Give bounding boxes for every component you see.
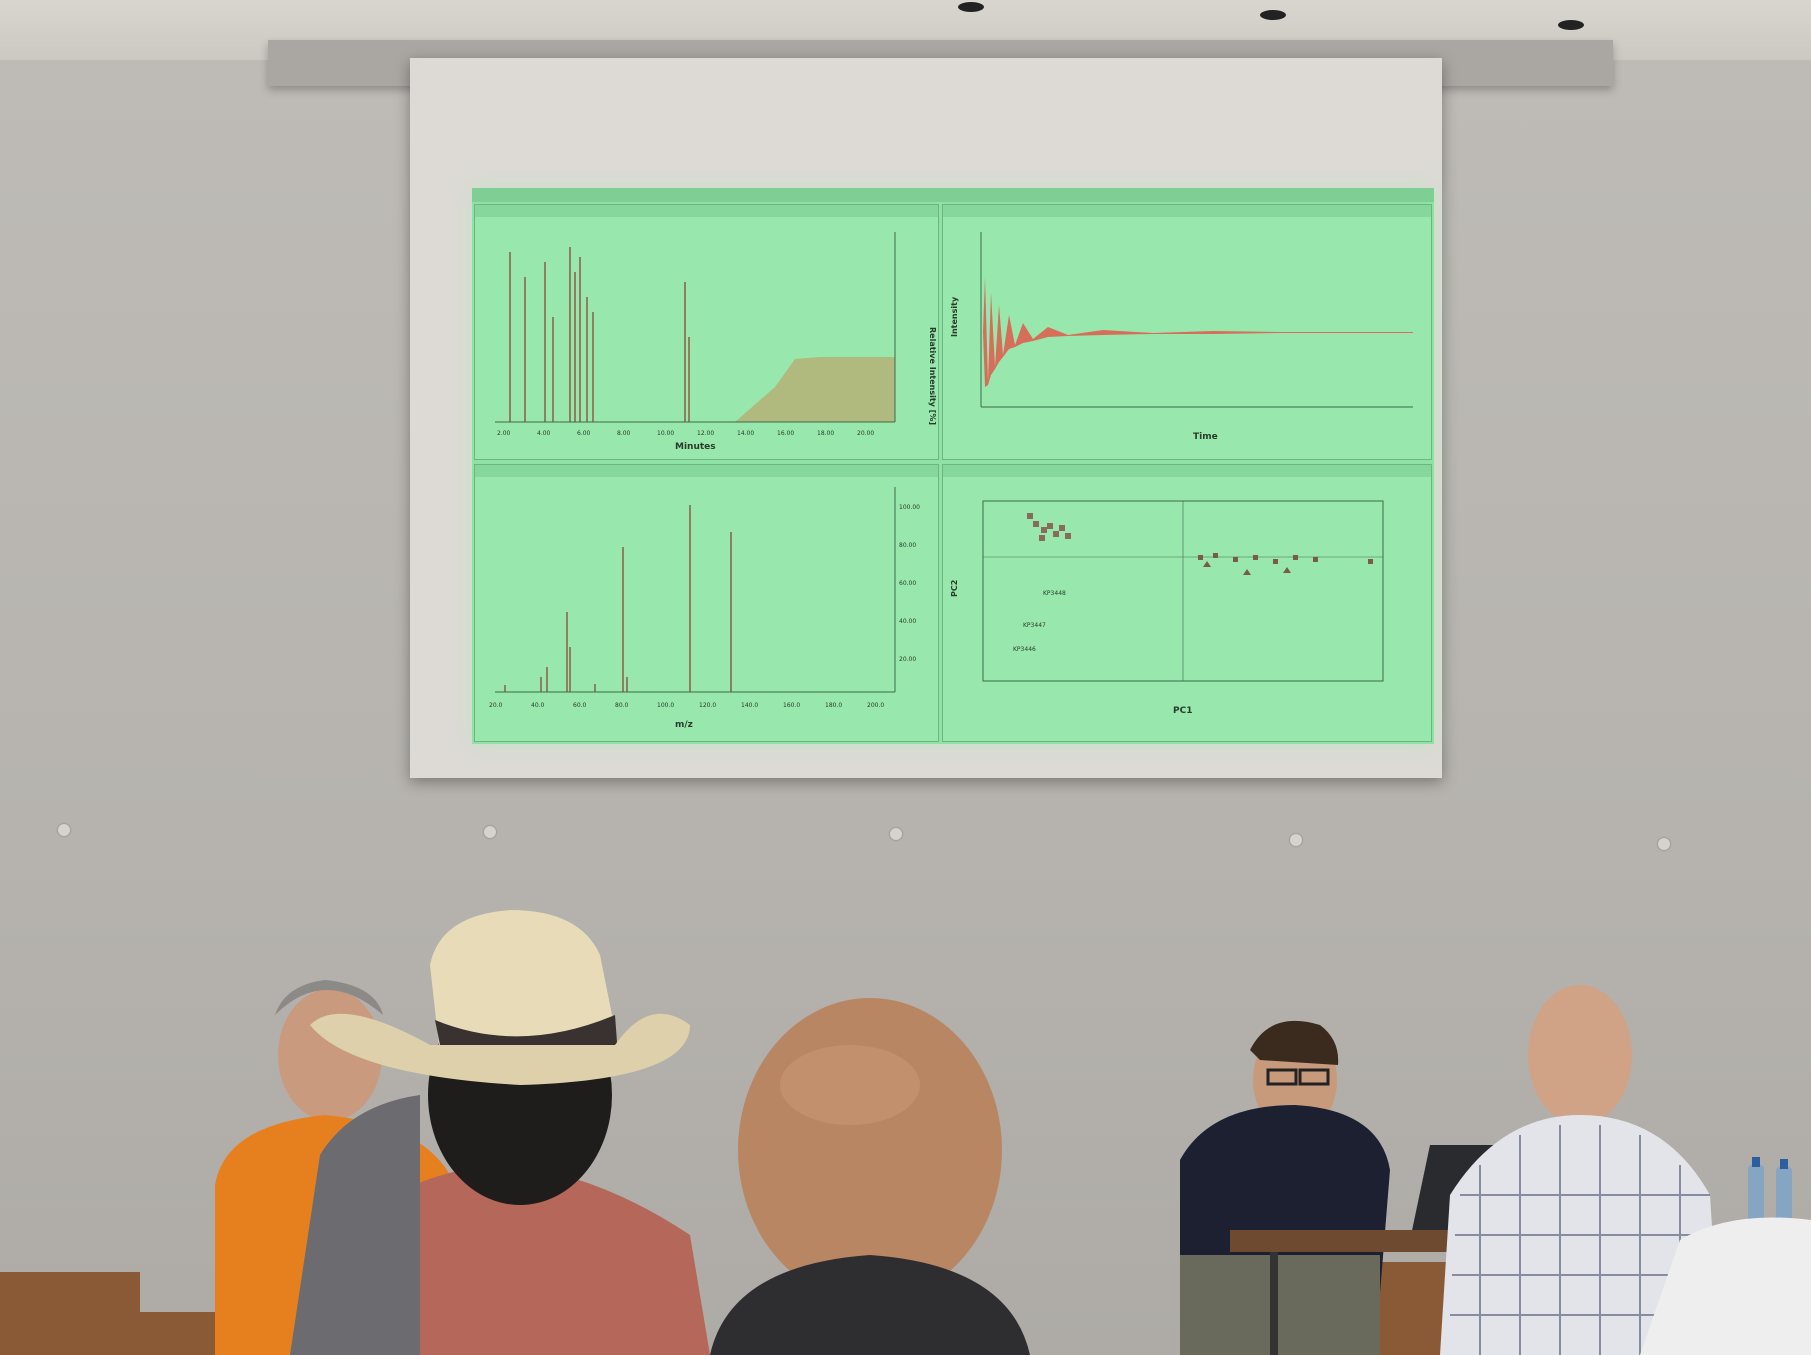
chromatogram-peaks bbox=[509, 247, 690, 422]
svg-text:16.00: 16.00 bbox=[777, 430, 794, 437]
pca-cluster-left bbox=[1027, 513, 1071, 541]
panel-mass-spectrum: m/z 20.0 40.0 60.0 80.0 100.0 120.0 140.… bbox=[474, 464, 939, 742]
svg-text:140.0: 140.0 bbox=[741, 702, 758, 709]
y-ticks: 100.00 80.00 60.00 40.00 20.00 bbox=[899, 504, 920, 663]
svg-text:20.00: 20.00 bbox=[899, 656, 916, 663]
fid-signal bbox=[983, 277, 1413, 387]
panel-chromatogram: Minutes Relative Intensity [%] 2.00 4.00… bbox=[474, 204, 939, 460]
y-axis-label: Relative Intensity [%] bbox=[928, 327, 937, 425]
svg-text:20.00: 20.00 bbox=[857, 430, 874, 437]
x-ticks: 20.0 40.0 60.0 80.0 100.0 120.0 140.0 16… bbox=[489, 702, 884, 709]
svg-text:18.00: 18.00 bbox=[817, 430, 834, 437]
svg-text:8.00: 8.00 bbox=[617, 430, 631, 437]
y-axis-label: PC2 bbox=[950, 580, 959, 597]
svg-text:160.0: 160.0 bbox=[783, 702, 800, 709]
window-titlebar bbox=[472, 188, 1434, 202]
svg-text:60.0: 60.0 bbox=[573, 702, 587, 709]
svg-text:KP3447: KP3447 bbox=[1023, 622, 1046, 629]
svg-text:6.00: 6.00 bbox=[577, 430, 591, 437]
pca-outliers: KP3448 KP3447 KP3446 bbox=[1013, 590, 1066, 653]
ceiling-light bbox=[958, 2, 984, 12]
svg-text:60.00: 60.00 bbox=[899, 580, 916, 587]
mass-spectrum-plot: m/z 20.0 40.0 60.0 80.0 100.0 120.0 140.… bbox=[489, 487, 920, 730]
audience-member-checked-shirt bbox=[1440, 985, 1720, 1355]
ceiling-light bbox=[1260, 10, 1286, 20]
svg-text:200.0: 200.0 bbox=[867, 702, 884, 709]
svg-text:4.00: 4.00 bbox=[537, 430, 551, 437]
panel-tab bbox=[475, 205, 938, 217]
x-axis-label: Minutes bbox=[675, 442, 716, 452]
pca-cluster-right bbox=[1198, 553, 1373, 575]
wall-screw bbox=[890, 828, 902, 840]
pca-plot: KP3448 KP3447 KP3446 PC1 PC2 bbox=[950, 500, 1384, 716]
svg-text:20.0: 20.0 bbox=[489, 702, 503, 709]
fid-plot: Time Intensity bbox=[950, 232, 1413, 442]
audience-member-white-shirt bbox=[1640, 1217, 1811, 1355]
ceiling-light bbox=[1558, 20, 1584, 30]
svg-text:KP3446: KP3446 bbox=[1013, 646, 1036, 653]
panel-tab bbox=[475, 465, 938, 477]
svg-text:80.0: 80.0 bbox=[615, 702, 629, 709]
svg-text:180.0: 180.0 bbox=[825, 702, 842, 709]
svg-text:10.00: 10.00 bbox=[657, 430, 674, 437]
svg-text:100.00: 100.00 bbox=[899, 504, 920, 511]
audience-member-straw-hat bbox=[290, 910, 710, 1355]
area-fill bbox=[735, 357, 895, 422]
panel-tab bbox=[943, 205, 1431, 217]
x-ticks: 2.00 4.00 6.00 8.00 10.00 12.00 14.00 16… bbox=[497, 430, 874, 437]
svg-text:100.0: 100.0 bbox=[657, 702, 674, 709]
audience-member-bald bbox=[710, 998, 1030, 1355]
svg-text:80.00: 80.00 bbox=[899, 542, 916, 549]
wall-screw bbox=[58, 824, 70, 836]
x-axis-label: m/z bbox=[675, 720, 693, 730]
projected-slide: Minutes Relative Intensity [%] 2.00 4.00… bbox=[472, 188, 1434, 744]
wall-screw bbox=[484, 826, 496, 838]
y-axis-label: Intensity bbox=[950, 296, 959, 337]
svg-text:40.00: 40.00 bbox=[899, 618, 916, 625]
svg-text:12.00: 12.00 bbox=[697, 430, 714, 437]
panel-pca: KP3448 KP3447 KP3446 PC1 PC2 bbox=[942, 464, 1432, 742]
panel-tab bbox=[943, 465, 1431, 477]
water-bottles bbox=[1748, 1157, 1792, 1225]
chromatogram-plot: Minutes Relative Intensity [%] 2.00 4.00… bbox=[495, 232, 937, 452]
wall-screw bbox=[1658, 838, 1670, 850]
svg-text:KP3448: KP3448 bbox=[1043, 590, 1066, 597]
svg-text:120.0: 120.0 bbox=[699, 702, 716, 709]
x-axis-label: Time bbox=[1193, 432, 1218, 442]
svg-text:40.0: 40.0 bbox=[531, 702, 545, 709]
spectrum-peaks bbox=[504, 505, 732, 692]
x-axis-label: PC1 bbox=[1173, 706, 1192, 716]
svg-text:14.00: 14.00 bbox=[737, 430, 754, 437]
chair bbox=[0, 1272, 140, 1355]
panel-fid: Time Intensity bbox=[942, 204, 1432, 460]
svg-text:2.00: 2.00 bbox=[497, 430, 511, 437]
wall-screw bbox=[1290, 834, 1302, 846]
